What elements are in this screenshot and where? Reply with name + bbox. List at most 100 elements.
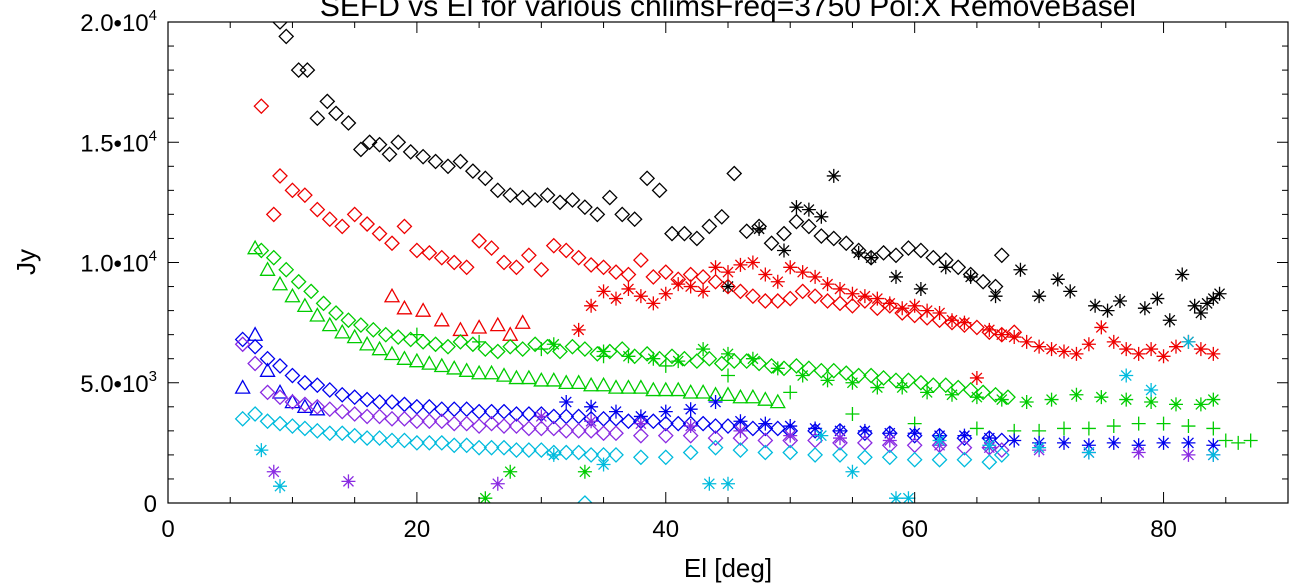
- diamond-point: [900, 240, 917, 256]
- triangle-point: [271, 275, 289, 291]
- diamond-point: [309, 422, 326, 439]
- diamond-point: [856, 293, 873, 309]
- asterisk-point: [901, 491, 916, 503]
- diamond-point: [265, 206, 282, 223]
- diamond-point: [408, 242, 425, 259]
- triangle-point: [533, 372, 550, 387]
- diamond-point: [346, 206, 363, 223]
- diamond-point: [788, 357, 805, 374]
- diamond-point: [340, 312, 357, 329]
- diamond-point: [576, 495, 593, 503]
- diamond-point: [352, 317, 369, 333]
- diamond-point: [645, 269, 662, 285]
- asterisk-point: [1162, 313, 1177, 328]
- asterisk-point: [783, 260, 798, 275]
- diamond-point: [259, 413, 276, 430]
- diamond-point: [937, 377, 954, 394]
- asterisk-point: [646, 351, 661, 366]
- diamond-point: [272, 22, 288, 30]
- diamond-point: [800, 360, 817, 377]
- diamond-point: [856, 434, 873, 451]
- triangle-point: [383, 287, 401, 303]
- diamond-point: [695, 415, 712, 432]
- asterisk-point: [596, 457, 611, 472]
- asterisk-point: [683, 419, 698, 434]
- asterisk-point: [1013, 262, 1028, 277]
- diamond-point: [657, 415, 674, 432]
- diamond-point: [589, 206, 606, 223]
- plus-point: [721, 368, 735, 383]
- plus-point: [1206, 421, 1221, 436]
- triangle-point: [695, 384, 712, 399]
- diamond-point: [390, 329, 407, 345]
- diamond-point: [365, 321, 382, 338]
- diamond-point: [695, 269, 712, 285]
- asterisk-point: [534, 409, 549, 424]
- asterisk-point: [683, 402, 698, 417]
- asterisk-point: [938, 260, 953, 275]
- triangle-point: [682, 384, 699, 399]
- asterisk-point: [814, 209, 829, 224]
- diamond-point: [688, 353, 705, 370]
- asterisk-point: [845, 464, 860, 479]
- diamond-point: [707, 439, 724, 456]
- diamond-point: [558, 242, 575, 259]
- plus-point: [596, 349, 611, 364]
- diamond-point: [321, 211, 338, 228]
- diamond-point: [396, 396, 413, 413]
- triangle-point: [732, 388, 749, 404]
- asterisk-point: [1032, 339, 1047, 354]
- diamond-point: [676, 225, 693, 242]
- diamond-point: [359, 391, 376, 408]
- diamond-point: [738, 223, 755, 240]
- diamond-point: [272, 389, 288, 406]
- asterisk-point: [1206, 346, 1221, 361]
- asterisk-point: [609, 291, 623, 306]
- series-14: [234, 406, 1010, 503]
- diamond-point: [334, 403, 351, 420]
- diamond-point: [763, 235, 780, 252]
- diamond-point: [359, 216, 376, 232]
- diamond-point: [334, 425, 351, 442]
- asterisk-point: [1094, 390, 1109, 405]
- asterisk-point: [963, 269, 978, 284]
- asterisk-point: [1212, 286, 1227, 301]
- y-tick-label: 1.0•104: [80, 248, 157, 278]
- data-marks: [234, 22, 1258, 503]
- asterisk-point: [864, 250, 879, 265]
- asterisk-point: [273, 479, 287, 494]
- diamond-point: [832, 434, 848, 451]
- diamond-point: [688, 230, 705, 247]
- diamond-point: [782, 444, 799, 461]
- diamond-point: [912, 242, 929, 259]
- diamond-point: [713, 208, 730, 225]
- triangle-point: [483, 364, 500, 380]
- diamond-point: [757, 293, 774, 309]
- asterisk-point: [1131, 346, 1146, 361]
- diamond-point: [315, 295, 332, 312]
- diamond-point: [284, 367, 301, 384]
- triangle-point: [620, 379, 637, 394]
- diamond-point: [726, 165, 743, 182]
- diamond-point: [632, 427, 649, 444]
- series-8: [409, 327, 1258, 450]
- asterisk-point: [721, 279, 735, 294]
- diamond-point: [657, 449, 674, 466]
- asterisk-point: [820, 373, 835, 388]
- y-tick-label: 0: [144, 491, 157, 518]
- asterisk-point: [932, 433, 947, 448]
- diamond-point: [433, 401, 450, 418]
- triangle-point: [284, 287, 301, 303]
- diamond-point: [682, 427, 699, 444]
- diamond-point: [707, 418, 724, 434]
- diamond-point: [458, 259, 475, 276]
- asterisk-point: [870, 380, 885, 395]
- plus-point: [845, 407, 860, 422]
- diamond-point: [483, 439, 500, 456]
- asterisk-point: [1100, 303, 1115, 318]
- asterisk-point: [808, 269, 823, 284]
- diamond-point: [458, 415, 475, 432]
- plus-point: [472, 334, 487, 349]
- diamond-point: [496, 418, 512, 434]
- asterisk-point: [969, 370, 984, 385]
